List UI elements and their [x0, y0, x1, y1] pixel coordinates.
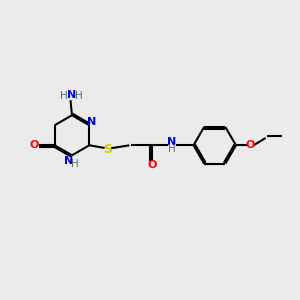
Text: H: H [71, 158, 79, 169]
Text: N: N [167, 137, 176, 147]
Text: H: H [168, 144, 175, 154]
Text: O: O [147, 160, 157, 170]
Text: H: H [60, 92, 68, 101]
Text: N: N [67, 90, 76, 100]
Text: S: S [103, 143, 112, 156]
Text: N: N [64, 156, 73, 166]
Text: O: O [30, 140, 39, 150]
Text: H: H [75, 92, 82, 101]
Text: O: O [245, 140, 255, 150]
Text: N: N [87, 117, 96, 127]
